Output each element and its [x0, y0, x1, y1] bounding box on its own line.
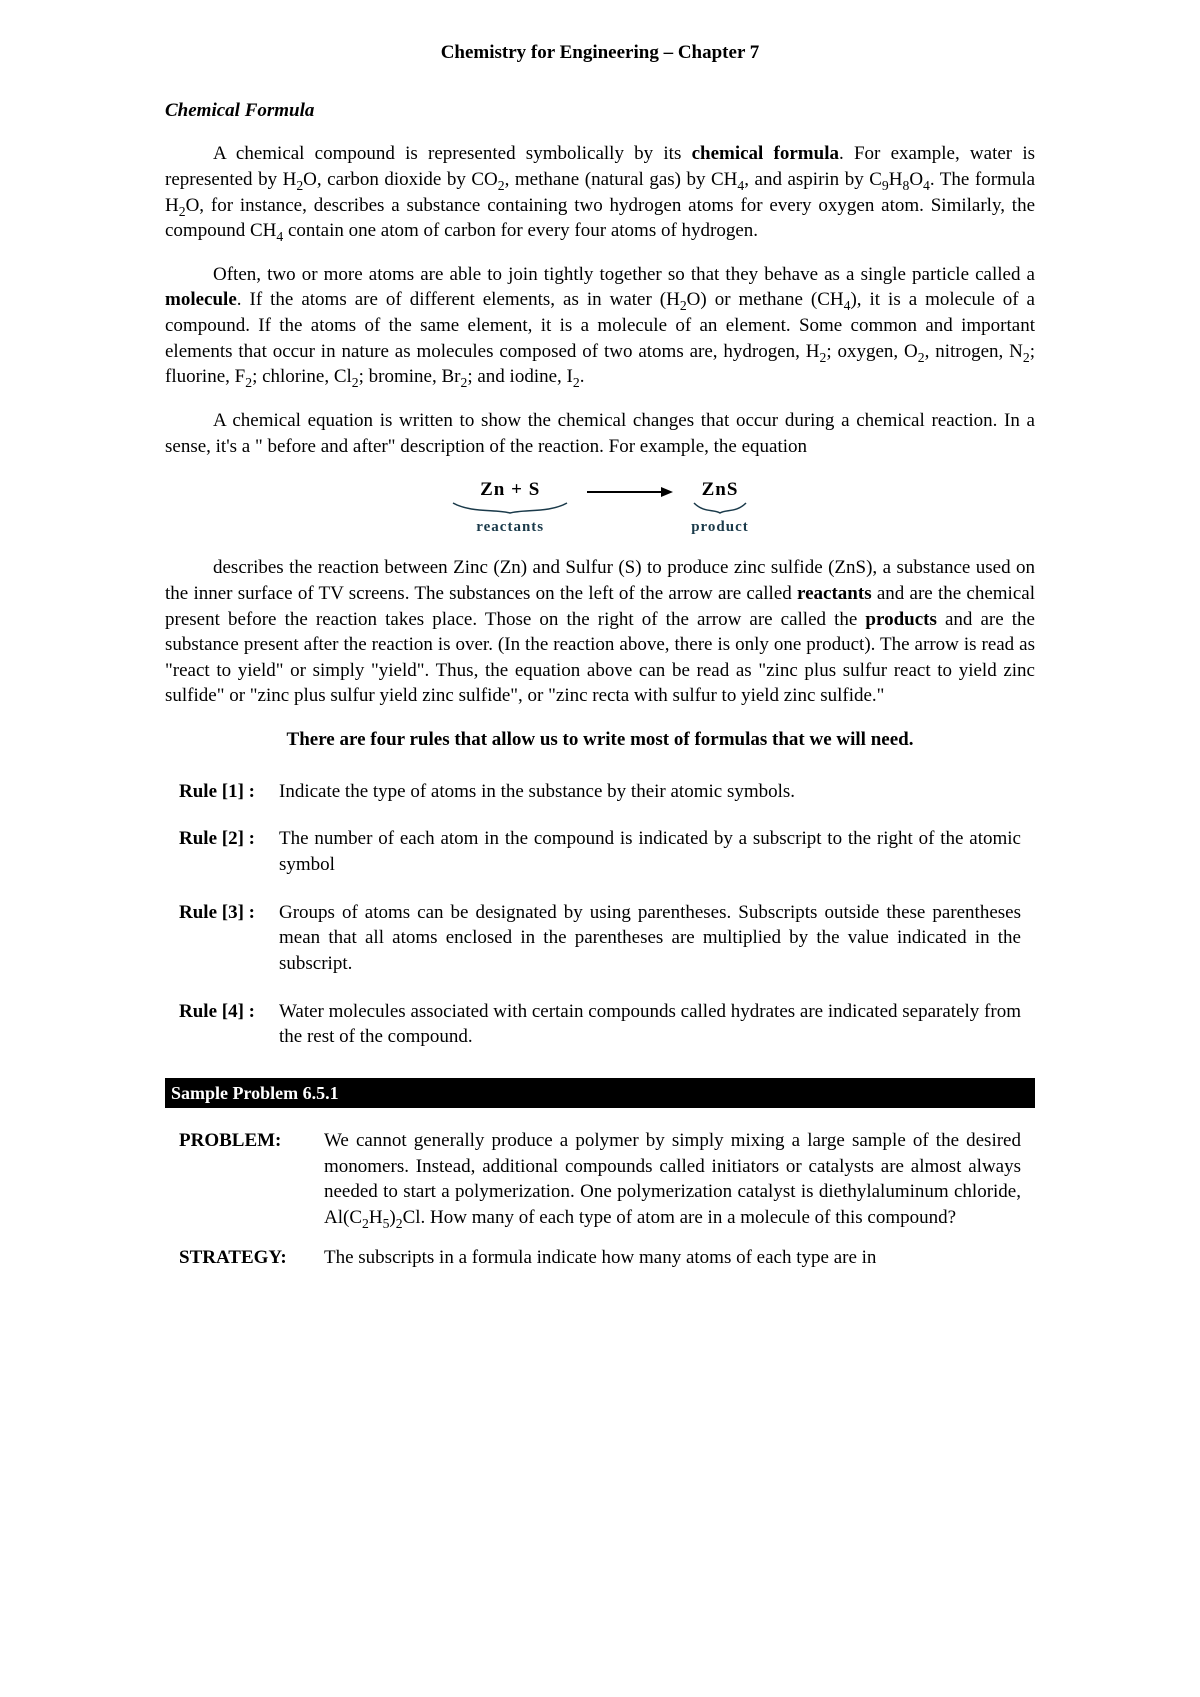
rules-intro: There are four rules that allow us to wr… — [165, 727, 1035, 753]
rule-label: Rule [3] : — [179, 900, 279, 926]
text: , nitrogen, N — [925, 341, 1023, 362]
term-molecule: molecule — [165, 289, 237, 310]
rule-label: Rule [2] : — [179, 826, 279, 852]
text: H — [889, 169, 903, 190]
paragraph-2: Often, two or more atoms are able to joi… — [165, 262, 1035, 390]
sub: 2 — [362, 1216, 369, 1231]
text: A chemical compound is represented symbo… — [213, 143, 692, 164]
rule-row: Rule [4] : Water molecules associated wi… — [179, 999, 1021, 1050]
sample-problem-heading: Sample Problem 6.5.1 — [165, 1078, 1035, 1108]
text: O, carbon dioxide by CO — [303, 169, 498, 190]
text: H — [369, 1207, 383, 1228]
problem-text: We cannot generally produce a polymer by… — [324, 1128, 1021, 1231]
equation-product-group: ZnS product — [691, 477, 749, 537]
sub: 2 — [573, 375, 580, 390]
text: Cl. How many of each type of atom are in… — [403, 1207, 956, 1228]
sub: 9 — [882, 178, 889, 193]
arrow-right-icon — [587, 477, 673, 507]
strategy-label: STRATEGY: — [179, 1245, 324, 1271]
underbrace-icon — [692, 501, 748, 515]
text: , methane (natural gas) by CH — [505, 169, 738, 190]
rule-text: Water molecules associated with certain … — [279, 999, 1021, 1050]
sub: 2 — [680, 298, 687, 313]
sub: 2 — [1023, 350, 1030, 365]
sub: 2 — [179, 203, 186, 218]
page-title: Chemistry for Engineering – Chapter 7 — [165, 40, 1035, 66]
paragraph-4: describes the reaction between Zinc (Zn)… — [165, 555, 1035, 709]
problem-label: PROBLEM: — [179, 1128, 324, 1154]
text: Often, two or more atoms are able to joi… — [213, 264, 1035, 285]
text: ; bromine, Br — [359, 366, 461, 387]
sub: 2 — [352, 375, 359, 390]
rule-label: Rule [1] : — [179, 779, 279, 805]
term-chemical-formula: chemical formula — [692, 143, 839, 164]
equation-diagram: Zn + S reactants ZnS product — [165, 477, 1035, 537]
sub: 4 — [923, 178, 930, 193]
sub: 2 — [498, 178, 505, 193]
underbrace-icon — [451, 501, 569, 515]
sub: 2 — [396, 1216, 403, 1231]
text: . If the atoms are of different elements… — [237, 289, 680, 310]
rule-row: Rule [2] : The number of each atom in th… — [179, 826, 1021, 877]
text: contain one atom of carbon for every fou… — [283, 220, 758, 241]
equation-product: ZnS — [702, 477, 739, 503]
text: , and aspirin by C — [744, 169, 882, 190]
strategy-text: The subscripts in a formula indicate how… — [324, 1245, 1021, 1271]
equation-product-label: product — [691, 517, 749, 537]
text: ; chlorine, Cl — [252, 366, 352, 387]
text: O — [909, 169, 923, 190]
text: ; oxygen, O — [826, 341, 917, 362]
rule-row: Rule [1] : Indicate the type of atoms in… — [179, 779, 1021, 805]
sample-problem-row: PROBLEM: We cannot generally produce a p… — [179, 1128, 1021, 1231]
section-heading: Chemical Formula — [165, 98, 1035, 124]
rule-text: Indicate the type of atoms in the substa… — [279, 779, 1021, 805]
text: . — [580, 366, 585, 387]
sub: 2 — [918, 350, 925, 365]
term-reactants: reactants — [797, 583, 872, 604]
text: ; and iodine, I — [467, 366, 573, 387]
rule-label: Rule [4] : — [179, 999, 279, 1025]
equation-reactants-group: Zn + S reactants — [451, 477, 569, 537]
rule-text: Groups of atoms can be designated by usi… — [279, 900, 1021, 977]
text: O) or methane (CH — [687, 289, 844, 310]
equation-reactants: Zn + S — [480, 477, 540, 503]
paragraph-1: A chemical compound is represented symbo… — [165, 141, 1035, 244]
rule-text: The number of each atom in the compound … — [279, 826, 1021, 877]
rule-row: Rule [3] : Groups of atoms can be design… — [179, 900, 1021, 977]
sample-strategy-row: STRATEGY: The subscripts in a formula in… — [179, 1245, 1021, 1271]
equation-reactants-label: reactants — [476, 517, 544, 537]
term-products: products — [865, 609, 936, 630]
paragraph-3: A chemical equation is written to show t… — [165, 408, 1035, 459]
